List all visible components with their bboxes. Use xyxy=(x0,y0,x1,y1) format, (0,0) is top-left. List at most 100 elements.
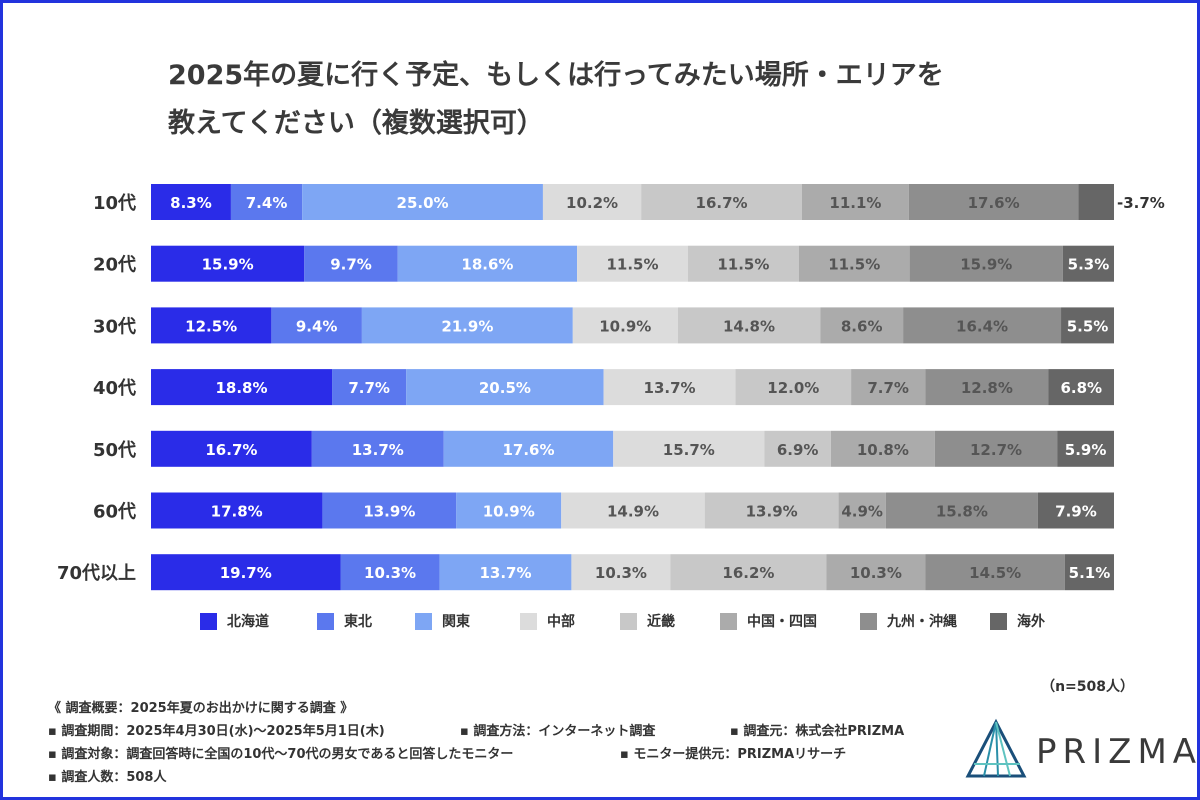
legend-label: 東北 xyxy=(344,614,372,630)
bar-segment xyxy=(613,430,765,467)
data-label: 14.8% xyxy=(723,317,775,335)
prizma-logo-icon xyxy=(965,718,1027,778)
bar-segment xyxy=(838,492,886,529)
data-label: 13.9% xyxy=(363,503,415,521)
bar-segment xyxy=(322,492,457,529)
data-label: 8.6% xyxy=(841,317,883,335)
bar-segment xyxy=(670,554,827,591)
bar-segment xyxy=(934,430,1058,467)
bar-segment xyxy=(572,307,678,344)
bar-segment xyxy=(304,245,398,282)
data-label: 7.9% xyxy=(1055,503,1097,521)
data-label: 5.3% xyxy=(1068,256,1110,274)
bar-segment xyxy=(885,492,1038,529)
bar-segment xyxy=(851,369,926,406)
data-label: 10.3% xyxy=(850,564,902,582)
bar-segment xyxy=(1064,554,1114,591)
data-label: 16.2% xyxy=(722,564,774,582)
bar-segment xyxy=(406,369,604,406)
data-label: 6.9% xyxy=(777,441,819,459)
bar-segment xyxy=(704,492,839,529)
data-label: 18.8% xyxy=(215,379,267,397)
legend-item: 近畿 xyxy=(620,610,675,632)
legend-label: 北海道 xyxy=(227,614,269,630)
legend-label: 九州・沖縄 xyxy=(887,614,957,630)
data-label: 11.1% xyxy=(829,194,881,212)
bar-segment xyxy=(925,369,1049,406)
data-label: 9.7% xyxy=(330,256,372,274)
bar-segment xyxy=(798,245,910,282)
bar-segment xyxy=(151,184,231,220)
bar-segment xyxy=(271,307,362,344)
bar-segment xyxy=(1078,184,1114,220)
bar-segment xyxy=(830,430,935,467)
bar-segment xyxy=(151,369,333,406)
legend-item: 北海道 xyxy=(200,610,269,632)
data-label: 10.9% xyxy=(599,317,651,335)
data-label: 5.1% xyxy=(1069,564,1111,582)
data-label: 12.5% xyxy=(185,317,237,335)
data-label: 13.9% xyxy=(746,503,798,521)
legend-item: 九州・沖縄 xyxy=(860,610,957,632)
data-label: 8.3% xyxy=(170,194,212,212)
data-label: 10.8% xyxy=(857,441,909,459)
data-label: 13.7% xyxy=(644,379,696,397)
bar-segment xyxy=(603,369,736,406)
bar-segment xyxy=(571,554,671,591)
bar-segment xyxy=(909,245,1063,282)
data-label: 12.8% xyxy=(961,379,1013,397)
data-label: 15.9% xyxy=(202,256,254,274)
data-label: 14.9% xyxy=(607,503,659,521)
legend-label: 海外 xyxy=(1017,614,1045,630)
data-label: 19.7% xyxy=(220,564,272,582)
bar-segment xyxy=(908,184,1079,220)
category-label: 60代 xyxy=(93,502,136,523)
bar-segment xyxy=(820,307,904,344)
category-label: 50代 xyxy=(93,440,136,461)
legend-swatch xyxy=(415,612,432,630)
data-label: 13.7% xyxy=(479,564,531,582)
bar-segment xyxy=(456,492,562,529)
legend-swatch xyxy=(720,612,737,630)
bar-segment xyxy=(230,184,303,220)
data-label: 11.5% xyxy=(606,256,658,274)
data-label: 7.7% xyxy=(348,379,390,397)
survey-target: ▪ 調査対象：調査回答時に全国の10代〜70代の男女であると回答したモニター xyxy=(48,747,514,762)
legend-label: 関東 xyxy=(442,614,470,630)
chart-legend: 北海道 東北 関東 中部 近畿 中国・四国 九州・沖縄 海外 xyxy=(200,610,1100,632)
bar-segment xyxy=(925,554,1065,591)
category-label: 20代 xyxy=(93,255,136,276)
prizma-logo: PRIZMA xyxy=(964,718,1196,780)
data-label: -3.7% xyxy=(1117,194,1165,212)
legend-swatch xyxy=(620,612,637,630)
survey-provider: ▪ モニター提供元：PRIZMAリサーチ xyxy=(620,747,847,762)
bar-segment xyxy=(397,245,578,282)
legend-item: 海外 xyxy=(990,610,1045,632)
bar-segment xyxy=(311,430,444,467)
data-label: 10.9% xyxy=(483,503,535,521)
bar-segment xyxy=(340,554,440,591)
data-label: 11.5% xyxy=(828,256,880,274)
category-label: 10代 xyxy=(93,193,136,214)
survey-period: ▪ 調査期間：2025年4月30日(水)〜2025年5月1日(木) xyxy=(48,724,385,739)
data-label: 7.7% xyxy=(867,379,909,397)
data-label: 4.9% xyxy=(841,503,883,521)
bar-segment xyxy=(1057,430,1114,467)
data-label: 21.9% xyxy=(441,317,493,335)
bar-segment xyxy=(439,554,572,591)
survey-source: ▪ 調査元：株式会社PRIZMA xyxy=(730,724,905,739)
legend-swatch xyxy=(200,612,217,630)
stacked-bar-chart: 10代 8.3% 7.4% 25.0% 10.2% 16.7% 11.1% 17.6% -3.7… xyxy=(57,184,1165,591)
data-label: 9.4% xyxy=(296,317,338,335)
legend-swatch xyxy=(317,612,334,630)
data-label: 17.6% xyxy=(968,194,1020,212)
legend-swatch xyxy=(520,612,537,630)
chart-title: 2025年の夏に行く予定、もしくは行ってみたい場所・エリアを 教えてください（複… xyxy=(168,60,944,139)
bar-segment xyxy=(764,430,831,467)
data-label: 6.8% xyxy=(1060,379,1102,397)
prizma-logo-text: PRIZMA xyxy=(1036,732,1200,772)
survey-summary: 《 調査概要：2025年夏のお出かけに関する調査 》 xyxy=(48,701,354,716)
survey-count: ▪ 調査人数：508人 xyxy=(48,770,167,785)
bar-segment xyxy=(561,492,705,529)
